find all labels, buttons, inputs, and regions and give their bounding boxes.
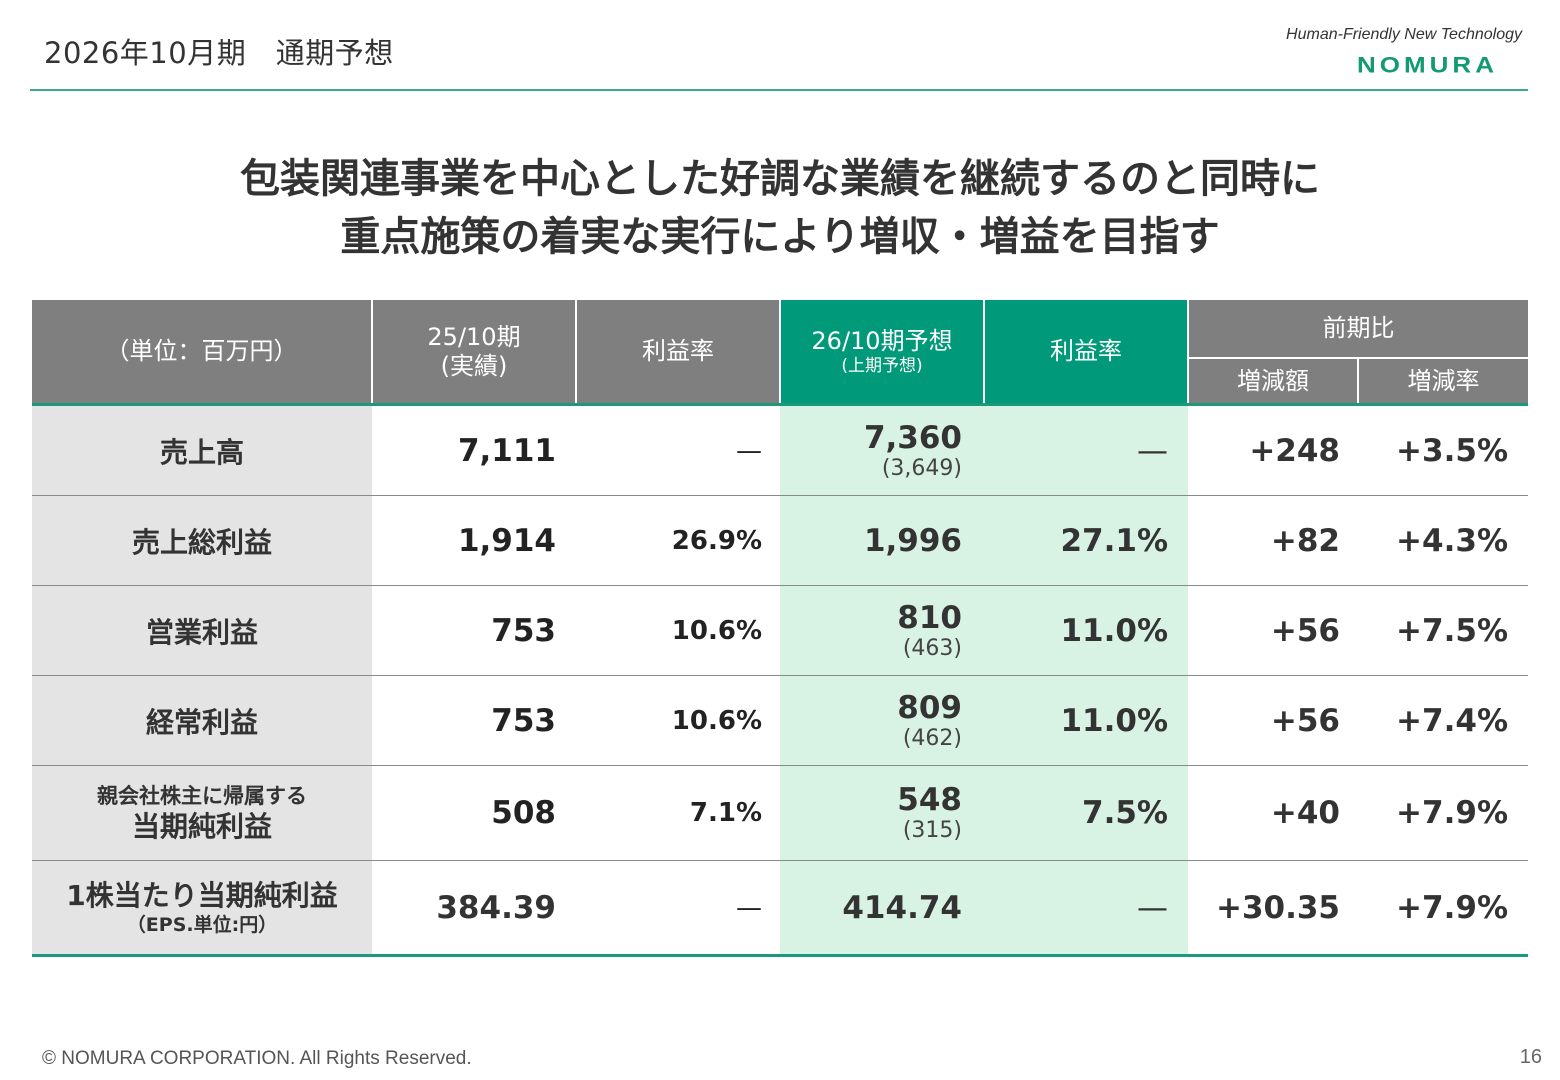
header-margin-26: 利益率: [983, 300, 1188, 405]
change-rate-value: +7.4%: [1358, 675, 1528, 766]
headline-line-2: 重点施策の着実な実行により増収・増益を目指す: [340, 214, 1220, 260]
header-unit: （単位：百万円）: [32, 300, 372, 405]
fy26-value: 810 (463): [780, 585, 984, 676]
table-row: 売上高 7,111 — 7,360 (3,649) — +248 +3.5%: [32, 403, 1528, 496]
margin25-value: —: [576, 860, 780, 957]
row-label-prefix: 親会社株主に帰属する: [97, 784, 307, 808]
margin26-value: —: [984, 860, 1188, 957]
table-row: 売上総利益 1,914 26.9% 1,996 27.1% +82 +4.3%: [32, 495, 1528, 586]
company-tagline: Human-Friendly New Technology: [1286, 26, 1522, 43]
row-label: 親会社株主に帰属する 当期純利益: [32, 765, 372, 861]
header-change-amount: 増減額: [1187, 358, 1358, 405]
fy25-value: 1,914: [372, 495, 576, 586]
header-fy25-sub: (実績): [440, 351, 508, 380]
change-rate-value: +4.3%: [1358, 495, 1528, 586]
headline-line-1: 包装関連事業を中心とした好調な業績を継続するのと同時に: [240, 156, 1320, 202]
fy26-value: 414.74: [780, 860, 984, 957]
margin26-value: 7.5%: [984, 765, 1188, 861]
fy26-full-year: 810: [897, 599, 962, 636]
fy26-value: 548 (315): [780, 765, 984, 861]
fy25-value: 753: [372, 585, 576, 676]
forecast-table: （単位：百万円） 25/10期 (実績) 利益率 26/10期予想 (上期予想)…: [32, 300, 1528, 957]
change-amount-value: +40: [1188, 765, 1358, 861]
fy25-value: 753: [372, 675, 576, 766]
change-rate-value: +7.9%: [1358, 860, 1528, 957]
margin26-value: —: [984, 403, 1188, 496]
fy26-value: 1,996: [780, 495, 984, 586]
headline: 包装関連事業を中心とした好調な業績を継続するのと同時に 重点施策の着実な実行によ…: [0, 150, 1560, 266]
header-fy25: 25/10期 (実績): [371, 300, 576, 405]
table-row: 営業利益 753 10.6% 810 (463) 11.0% +56 +7.5%: [32, 585, 1528, 676]
fy26-full-year: 809: [897, 689, 962, 726]
change-amount-value: +56: [1188, 585, 1358, 676]
fy26-first-half: (462): [902, 725, 962, 751]
margin26-value: 11.0%: [984, 675, 1188, 766]
header-yoy: 前期比: [1187, 300, 1528, 359]
header-change-rate: 増減率: [1357, 358, 1528, 405]
fy26-first-half: (3,649): [881, 455, 962, 481]
fy26-value: 809 (462): [780, 675, 984, 766]
row-label: 営業利益: [32, 585, 372, 676]
page-title: 2026年10月期 通期予想: [44, 36, 394, 70]
row-label: 1株当たり当期純利益 （EPS.単位:円）: [32, 860, 372, 957]
margin26-value: 27.1%: [984, 495, 1188, 586]
header-margin-25: 利益率: [575, 300, 780, 405]
change-rate-value: +7.5%: [1358, 585, 1528, 676]
fy26-first-half: (463): [902, 635, 962, 661]
margin25-value: 10.6%: [576, 675, 780, 766]
margin25-value: 7.1%: [576, 765, 780, 861]
header-divider: [30, 89, 1528, 91]
row-label: 売上高: [32, 403, 372, 496]
page-number: 16: [1519, 1046, 1542, 1068]
company-logo: NOMURA: [1357, 52, 1498, 78]
margin25-value: 10.6%: [576, 585, 780, 676]
table-row: 経常利益 753 10.6% 809 (462) 11.0% +56 +7.4%: [32, 675, 1528, 766]
row-label-main: 1株当たり当期純利益: [66, 878, 338, 912]
fy25-value: 508: [372, 765, 576, 861]
row-label-main: 当期純利益: [131, 810, 272, 843]
margin26-value: 11.0%: [984, 585, 1188, 676]
fy25-value: 7,111: [372, 403, 576, 496]
margin25-value: 26.9%: [576, 495, 780, 586]
fy26-full-year: 548: [897, 782, 962, 818]
margin25-value: —: [576, 403, 780, 496]
fy26-full-year: 7,360: [863, 419, 962, 456]
change-amount-value: +82: [1188, 495, 1358, 586]
header-fy26: 26/10期予想 (上期予想): [779, 300, 984, 405]
change-amount-value: +30.35: [1188, 860, 1358, 957]
table-row: 1株当たり当期純利益 （EPS.単位:円） 384.39 — 414.74 — …: [32, 860, 1528, 957]
fy25-value: 384.39: [372, 860, 576, 957]
change-rate-value: +3.5%: [1358, 403, 1528, 496]
row-label: 経常利益: [32, 675, 372, 766]
change-amount-value: +56: [1188, 675, 1358, 766]
header-fy26-main: 26/10期予想: [811, 326, 953, 355]
header-fy25-main: 25/10期: [427, 322, 521, 351]
row-label: 売上総利益: [32, 495, 372, 586]
row-label-note: （EPS.単位:円）: [126, 913, 278, 936]
change-amount-value: +248: [1188, 403, 1358, 496]
header-fy26-sub: (上期予想): [841, 355, 923, 376]
change-rate-value: +7.9%: [1358, 765, 1528, 861]
copyright-notice: © NOMURA CORPORATION. All Rights Reserve…: [42, 1048, 472, 1069]
table-row: 親会社株主に帰属する 当期純利益 508 7.1% 548 (315) 7.5%…: [32, 765, 1528, 861]
fy26-first-half: (315): [902, 818, 962, 843]
fy26-value: 7,360 (3,649): [780, 403, 984, 496]
